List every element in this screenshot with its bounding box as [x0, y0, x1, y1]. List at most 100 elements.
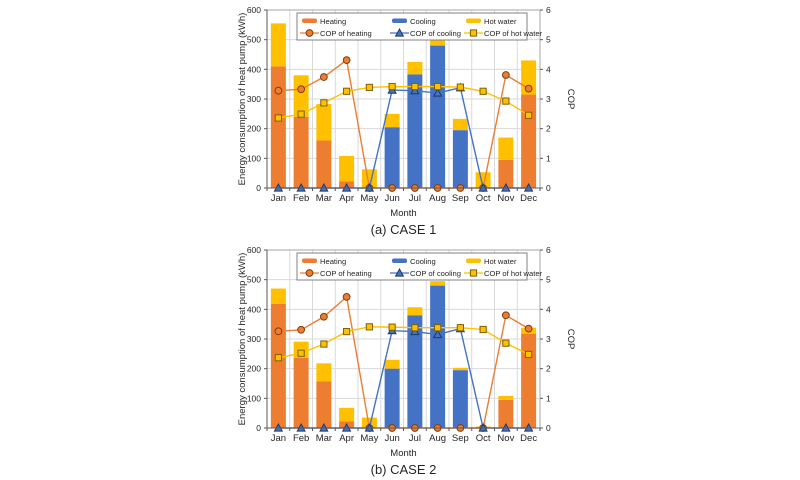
right-tick-label: 5	[546, 35, 551, 45]
right-tick-label: 1	[546, 393, 551, 403]
square-marker	[479, 87, 487, 95]
square-marker	[343, 327, 351, 336]
square-marker	[343, 87, 351, 95]
bar-segment	[384, 359, 400, 369]
x-tick-label: Mar	[316, 193, 332, 204]
left-tick-label: 0	[256, 183, 261, 193]
bar-segment	[293, 75, 309, 117]
square-marker	[456, 324, 464, 332]
circle-marker	[501, 71, 510, 79]
left-tick-label: 300	[247, 94, 261, 104]
right-axis-title: COP	[565, 329, 576, 350]
x-tick-label: Oct	[476, 193, 491, 204]
legend-label: Hot water	[484, 17, 517, 26]
x-tick-label: Apr	[339, 193, 354, 204]
legend-label: Cooling	[410, 17, 436, 26]
x-tick-label: Jul	[409, 433, 421, 444]
left-tick-label: 0	[256, 423, 261, 433]
square-marker	[320, 99, 328, 107]
legend-square-marker	[469, 269, 478, 277]
bar-segment	[316, 104, 332, 141]
bar-segment	[452, 130, 468, 188]
square-marker	[411, 82, 419, 91]
legend-swatch	[392, 18, 407, 23]
x-axis-title: Month	[390, 208, 416, 219]
bar-segment	[521, 94, 537, 188]
x-tick-label: Jan	[271, 193, 286, 204]
triangle-marker	[410, 85, 420, 95]
bar-segment	[430, 281, 446, 286]
axes: 0 100 200 300 400 500 600 0 1 2 3 4 5 6 Jan Feb Mar Apr Ma…	[237, 245, 576, 459]
bar-segment	[316, 140, 332, 188]
bar-segment	[361, 417, 377, 428]
square-marker	[525, 350, 533, 359]
square-marker	[365, 323, 373, 331]
circle-marker	[524, 324, 533, 333]
circle-marker	[524, 84, 533, 93]
line-series-cop-of-hot-water	[274, 82, 533, 122]
legend-square-marker	[469, 29, 478, 37]
bar-segment	[339, 407, 355, 422]
right-tick-label: 3	[546, 334, 551, 344]
right-tick-label: 1	[546, 153, 551, 163]
case2-chart-canvas: 0 100 200 300 400 500 600 0 1 2 3 4 5 6 Jan Feb Mar Apr Ma…	[237, 245, 576, 477]
legend-label: Heating	[320, 17, 346, 26]
line-series-cop-of-hot-water	[274, 323, 533, 362]
legend-label: Hot water	[484, 257, 517, 266]
legend-triangle-marker	[394, 27, 405, 37]
legend-label: Cooling	[410, 257, 436, 266]
bar-segment	[384, 127, 400, 188]
square-marker	[525, 111, 533, 119]
circle-marker	[274, 327, 283, 336]
left-tick-label: 400	[247, 304, 261, 314]
x-tick-label: Sep	[452, 433, 469, 444]
square-marker	[434, 82, 442, 91]
x-tick-label: Feb	[293, 433, 309, 444]
circle-marker	[297, 325, 306, 334]
legend: Heating Cooling Hot water COP of heating COP…	[296, 12, 543, 41]
left-tick-label: 400	[247, 64, 261, 74]
left-axis-title: Energy consumption of heat pump (kWh)	[237, 253, 248, 426]
x-tick-label: Nov	[497, 193, 514, 204]
legend-circle-marker	[305, 29, 314, 37]
x-tick-label: Aug	[429, 193, 446, 204]
right-tick-label: 3	[546, 94, 551, 104]
stacked-bars	[270, 281, 537, 428]
cop-line	[278, 326, 529, 359]
right-tick-label: 4	[546, 64, 551, 74]
left-tick-label: 600	[247, 245, 261, 255]
x-tick-label: Dec	[520, 433, 537, 444]
legend-swatch	[302, 18, 317, 23]
square-marker	[456, 83, 464, 91]
case1-chart-canvas: 0 100 200 300 400 500 600 0 1 2 3 4 5 6 Jan Feb Mar Apr Ma…	[237, 5, 576, 237]
legend-triangle-marker	[394, 267, 405, 277]
legend-label: COP of heating	[320, 269, 372, 278]
bar-segment	[270, 288, 286, 304]
left-tick-label: 500	[247, 35, 261, 45]
left-tick-label: 300	[247, 334, 261, 344]
legend-swatch	[302, 258, 317, 263]
x-tick-label: Jul	[409, 193, 421, 204]
x-axis-title: Month	[390, 448, 416, 459]
bar-segment	[407, 307, 423, 316]
x-tick-label: Feb	[293, 193, 309, 204]
legend-label: COP of hot water	[484, 269, 543, 278]
bar-segment	[384, 368, 400, 428]
bar-segment	[475, 172, 491, 188]
bar-segment	[270, 303, 286, 428]
axes: 0 100 200 300 400 500 600 0 1 2 3 4 5 6 Jan Feb Mar Apr Ma…	[237, 5, 576, 219]
bar-segment	[316, 381, 332, 428]
cop-line	[278, 85, 529, 119]
circle-marker	[501, 311, 510, 320]
bar-series-heating	[270, 303, 537, 428]
x-tick-label: Jan	[271, 433, 286, 444]
bar-series-cooling	[384, 285, 468, 428]
bar-segment	[293, 357, 309, 428]
bar-segment	[407, 74, 423, 188]
left-axis-title: Energy consumption of heat pump (kWh)	[237, 13, 248, 186]
left-tick-label: 100	[247, 393, 261, 403]
right-tick-label: 4	[546, 304, 551, 314]
circle-marker	[319, 73, 328, 81]
bar-segment	[452, 367, 468, 371]
